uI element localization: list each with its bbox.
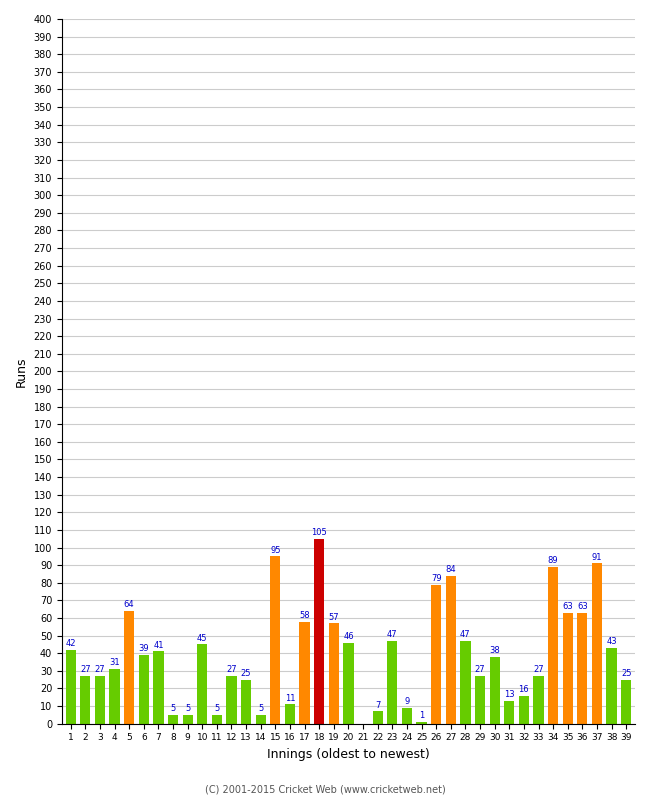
Text: 42: 42	[66, 639, 76, 648]
Bar	[577, 613, 588, 724]
Text: 7: 7	[375, 701, 380, 710]
Bar	[534, 676, 543, 724]
Bar	[606, 648, 617, 724]
Bar	[489, 657, 500, 724]
Text: 41: 41	[153, 641, 164, 650]
Bar	[124, 611, 135, 724]
Text: 5: 5	[170, 704, 176, 713]
Bar	[592, 563, 602, 724]
Text: 16: 16	[519, 685, 529, 694]
Text: 89: 89	[548, 556, 558, 565]
Text: 105: 105	[311, 528, 327, 537]
Text: 45: 45	[197, 634, 207, 642]
Text: 27: 27	[474, 666, 486, 674]
Bar	[475, 676, 485, 724]
Bar	[66, 650, 76, 724]
Text: 64: 64	[124, 600, 135, 610]
Bar	[109, 669, 120, 724]
Y-axis label: Runs: Runs	[15, 356, 28, 386]
Text: 91: 91	[592, 553, 603, 562]
Bar	[226, 676, 237, 724]
Bar	[621, 680, 631, 724]
Text: 63: 63	[577, 602, 588, 611]
Text: 43: 43	[606, 638, 617, 646]
Text: 27: 27	[80, 666, 90, 674]
Bar	[548, 567, 558, 724]
Text: 5: 5	[214, 704, 220, 713]
Bar	[387, 641, 397, 724]
Text: 25: 25	[621, 669, 632, 678]
Text: 5: 5	[258, 704, 263, 713]
Text: 25: 25	[241, 669, 252, 678]
Bar	[504, 701, 514, 724]
Bar	[460, 641, 471, 724]
Bar	[153, 651, 164, 724]
Text: 38: 38	[489, 646, 500, 655]
Bar	[95, 676, 105, 724]
Text: 13: 13	[504, 690, 515, 699]
Bar	[138, 655, 149, 724]
Bar	[168, 715, 178, 724]
Bar	[255, 715, 266, 724]
Text: 31: 31	[109, 658, 120, 667]
Bar	[285, 704, 295, 724]
Bar	[300, 622, 309, 724]
Text: 9: 9	[404, 697, 410, 706]
Text: 5: 5	[185, 704, 190, 713]
Bar	[402, 708, 412, 724]
Bar	[372, 711, 383, 724]
X-axis label: Innings (oldest to newest): Innings (oldest to newest)	[267, 748, 430, 761]
Text: 46: 46	[343, 632, 354, 641]
Text: 58: 58	[299, 610, 310, 620]
Text: 27: 27	[533, 666, 544, 674]
Bar	[314, 538, 324, 724]
Bar	[212, 715, 222, 724]
Text: 27: 27	[95, 666, 105, 674]
Text: 11: 11	[285, 694, 295, 702]
Bar	[563, 613, 573, 724]
Text: 84: 84	[445, 565, 456, 574]
Text: 95: 95	[270, 546, 281, 554]
Text: 27: 27	[226, 666, 237, 674]
Bar	[80, 676, 90, 724]
Text: 57: 57	[328, 613, 339, 622]
Text: 79: 79	[431, 574, 441, 582]
Bar	[329, 623, 339, 724]
Bar	[183, 715, 193, 724]
Bar	[343, 642, 354, 724]
Bar	[431, 585, 441, 724]
Text: 39: 39	[138, 644, 149, 654]
Bar	[241, 680, 252, 724]
Bar	[519, 695, 529, 724]
Bar	[270, 556, 280, 724]
Bar	[417, 722, 426, 724]
Text: 63: 63	[562, 602, 573, 611]
Text: (C) 2001-2015 Cricket Web (www.cricketweb.net): (C) 2001-2015 Cricket Web (www.cricketwe…	[205, 784, 445, 794]
Text: 47: 47	[460, 630, 471, 639]
Bar	[197, 645, 207, 724]
Text: 1: 1	[419, 711, 424, 720]
Bar	[446, 576, 456, 724]
Text: 47: 47	[387, 630, 398, 639]
